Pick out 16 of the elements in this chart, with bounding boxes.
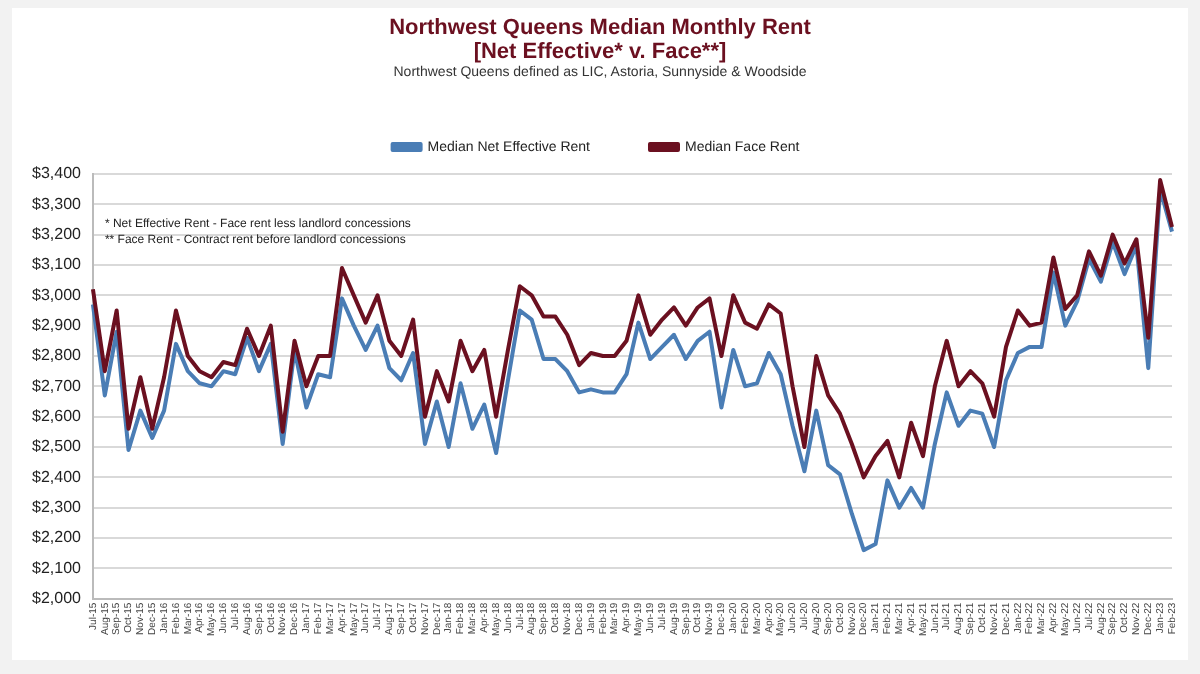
y-tick-label: $3,400 xyxy=(32,164,83,183)
y-tick-label: $3,100 xyxy=(32,255,83,274)
y-tick-label: $2,000 xyxy=(32,589,83,608)
y-tick-label: $2,700 xyxy=(32,376,83,395)
y-tick-label: $3,000 xyxy=(32,285,83,304)
y-tick-label: $2,100 xyxy=(32,558,83,577)
y-tick-label: $2,800 xyxy=(32,346,83,365)
y-tick-label: $2,600 xyxy=(32,407,83,426)
chart-title: Northwest Queens Median Monthly Rent [Net Effective* v. Face**] xyxy=(387,16,813,64)
y-tick-label: $2,500 xyxy=(32,437,83,456)
y-tick-label: $2,900 xyxy=(32,316,83,335)
y-tick-label: $2,300 xyxy=(32,498,83,517)
y-tick-label: $2,400 xyxy=(32,467,83,486)
y-tick-label: $3,300 xyxy=(32,194,83,213)
y-tick-label: $2,200 xyxy=(32,528,83,547)
y-tick-label: $3,200 xyxy=(32,225,83,244)
